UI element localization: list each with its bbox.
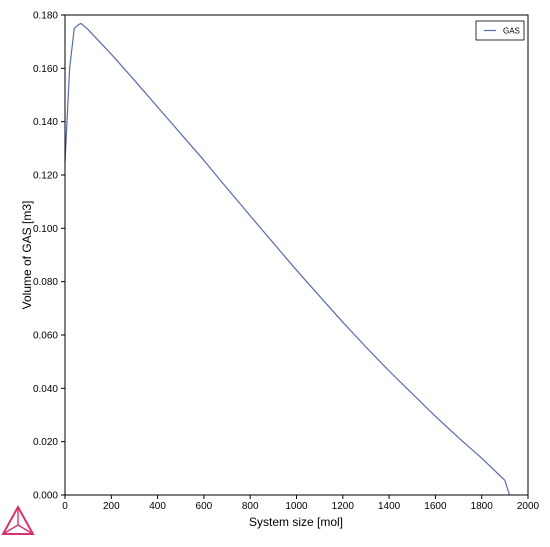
legend-box [475, 20, 525, 41]
y-tick-label: 0.060 [33, 331, 58, 342]
y-tick-label: 0.160 [33, 64, 58, 75]
x-tick-label: 2000 [517, 501, 540, 512]
x-tick-label: 600 [196, 501, 213, 512]
thermo-calc-triangle-logo [1, 504, 35, 535]
x-tick-label: 0 [62, 501, 68, 512]
x-tick-label: 400 [149, 501, 166, 512]
y-tick-label: 0.040 [33, 384, 58, 395]
x-tick-label: 1000 [285, 501, 308, 512]
series-layer [64, 22, 511, 496]
y-tick-label: 0.000 [33, 491, 58, 502]
y-tick-label: 0.080 [33, 277, 58, 288]
x-tick-label: 800 [242, 501, 259, 512]
x-axis-label: System size [mol] [249, 515, 343, 529]
y-tick-label: 0.140 [33, 117, 58, 128]
x-tick-label: 200 [103, 501, 120, 512]
y-tick-label: 0.020 [33, 437, 58, 448]
y-axis-label: Volume of GAS [m3] [20, 201, 34, 310]
y-tick-label: 0.100 [33, 224, 58, 235]
legend: GAS [475, 20, 525, 41]
x-tick-label: 1600 [424, 501, 447, 512]
series-line-gas [64, 22, 511, 496]
x-tick-label: 1200 [332, 501, 355, 512]
legend-label-gas: GAS [503, 27, 520, 36]
x-tick-label: 1800 [471, 501, 494, 512]
plot-area-frame [64, 14, 529, 496]
y-tick-label: 0.180 [33, 11, 58, 22]
y-tick-label: 0.120 [33, 171, 58, 182]
x-tick-label: 1400 [378, 501, 401, 512]
x-axis-ticks: 0 200 400 600 800 1000 1200 1400 1600 1800 2000 [62, 495, 540, 512]
y-axis-ticks: 0.000 0.020 0.040 0.060 0.080 0.100 0.120 0.140… [33, 11, 65, 502]
